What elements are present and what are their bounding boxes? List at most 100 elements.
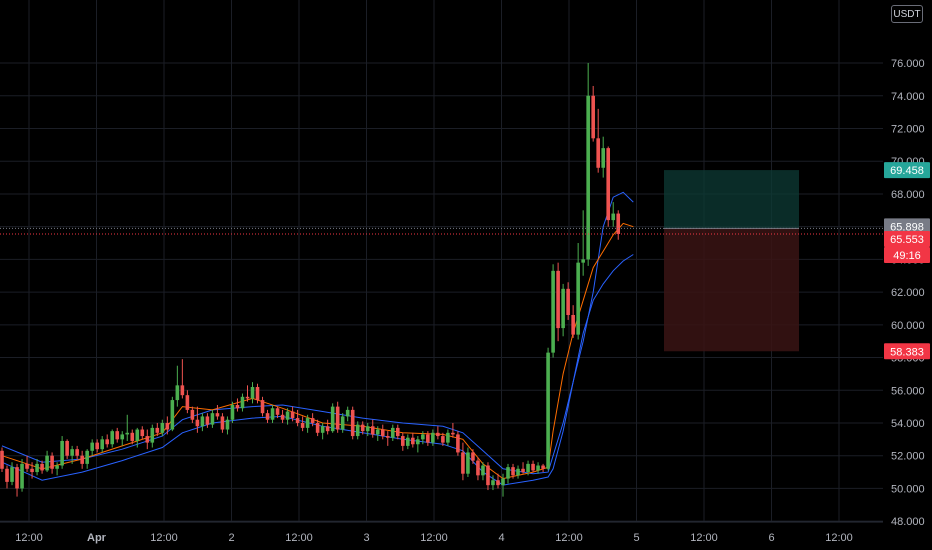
candle-body: [441, 436, 445, 443]
candle-body: [175, 385, 180, 401]
candle-body: [15, 467, 19, 489]
candle-body: [345, 409, 350, 417]
candle-body: [265, 413, 270, 420]
candle-body: [486, 465, 490, 486]
candle-body: [340, 416, 345, 430]
y-tick-label: 62.000: [891, 287, 925, 299]
candle-body: [531, 463, 535, 471]
candle-body: [45, 455, 49, 471]
x-tick-label: 12:00: [285, 532, 313, 544]
candle-body: [145, 436, 150, 443]
candle-body: [481, 465, 485, 476]
candle-body: [310, 418, 315, 423]
candle-body: [360, 424, 365, 432]
x-tick-label: 12:00: [690, 532, 718, 544]
candle-body: [235, 404, 240, 409]
candle-body: [5, 468, 9, 482]
x-tick-label: 5: [633, 532, 639, 544]
candle-body: [10, 467, 14, 482]
time-axis[interactable]: 12:00 Apr 12:00 2 12:00 3 12:00 4 12:00 5 12:00 6 12…: [0, 521, 883, 544]
candle-body: [65, 440, 69, 456]
take-profit-price-label-bg: [884, 162, 930, 179]
candle-body: [571, 315, 575, 335]
entry-price-label-bg: [884, 218, 930, 235]
candle-body: [315, 422, 320, 433]
candle-body: [466, 452, 470, 474]
x-tick-label: 12:00: [825, 532, 853, 544]
y-tick-label: 52.000: [891, 451, 925, 463]
candle-body: [115, 431, 120, 440]
x-tick-label: 2: [228, 532, 234, 544]
x-tick-label: 6: [768, 532, 774, 544]
candle-body: [556, 270, 560, 329]
candle-body: [290, 411, 295, 419]
take-profit-price-label: 69.458: [890, 165, 924, 177]
candle-body: [270, 408, 275, 420]
candle-body: [401, 436, 405, 446]
last-price-label: 65.553: [890, 234, 924, 246]
y-tick-label: 54.000: [891, 418, 925, 430]
candle-body: [50, 455, 54, 469]
candle-body: [165, 422, 170, 430]
take-profit-zone[interactable]: [664, 170, 799, 229]
candle-body: [476, 460, 480, 476]
candle-body: [421, 434, 425, 440]
candle-body: [80, 455, 84, 464]
candle-body: [305, 418, 310, 428]
candle-body: [471, 452, 475, 461]
candle-body: [491, 480, 495, 486]
currency-badge[interactable]: USDT: [891, 5, 923, 23]
candle-body: [220, 416, 225, 430]
y-tick-label: 76.000: [891, 58, 925, 70]
candle-body: [90, 442, 94, 451]
candle-body: [295, 418, 300, 423]
last-price-label-bg: [884, 230, 930, 247]
x-tick-label: 12:00: [150, 532, 178, 544]
ma-upper-line: [1, 191, 634, 475]
candle-body: [95, 442, 99, 450]
candle-body: [255, 386, 260, 401]
x-tick-label: 4: [498, 532, 504, 544]
candle-body: [416, 439, 420, 445]
candle-body: [285, 411, 290, 420]
price-axis[interactable]: 48.00050.00052.00054.00056.00058.00060.0…: [891, 58, 925, 528]
candle-body: [581, 259, 585, 263]
candle-body: [180, 385, 185, 396]
candle-body: [526, 463, 530, 473]
y-tick-label: 72.000: [891, 124, 925, 136]
y-tick-label: 68.000: [891, 189, 925, 201]
stop-loss-zone[interactable]: [664, 228, 799, 352]
candle-body: [461, 452, 465, 474]
candle-body: [210, 413, 215, 425]
candle-body: [130, 432, 135, 441]
candle-body: [100, 439, 104, 450]
candle-body: [536, 465, 540, 471]
x-tick-label: 3: [363, 532, 369, 544]
candle-body: [496, 480, 500, 486]
candle-body: [40, 463, 44, 471]
candle-body: [616, 213, 621, 234]
candle-body: [0, 450, 4, 469]
candle-body: [576, 262, 580, 335]
long-position-tool[interactable]: [664, 170, 799, 352]
candle-body: [390, 427, 395, 438]
bar-countdown-label-bg: [884, 246, 930, 263]
candle-body: [240, 396, 245, 409]
candle-body: [541, 465, 545, 469]
x-tick-label: 12:00: [15, 532, 43, 544]
candle-body: [335, 406, 340, 430]
candle-body: [250, 386, 255, 399]
candlestick-series: [0, 63, 621, 497]
candle-body: [355, 424, 360, 437]
candle-body: [436, 432, 440, 437]
candle-body: [280, 414, 285, 420]
x-tick-label: Apr: [87, 532, 107, 544]
y-tick-label: 48.000: [891, 516, 925, 528]
candle-body: [596, 138, 600, 168]
stop-loss-price-label: 58.383: [890, 346, 924, 358]
candle-body: [446, 432, 450, 443]
x-tick-label: 12:00: [420, 532, 448, 544]
stop-loss-price-label-bg: [884, 343, 930, 360]
candle-body: [200, 416, 205, 427]
